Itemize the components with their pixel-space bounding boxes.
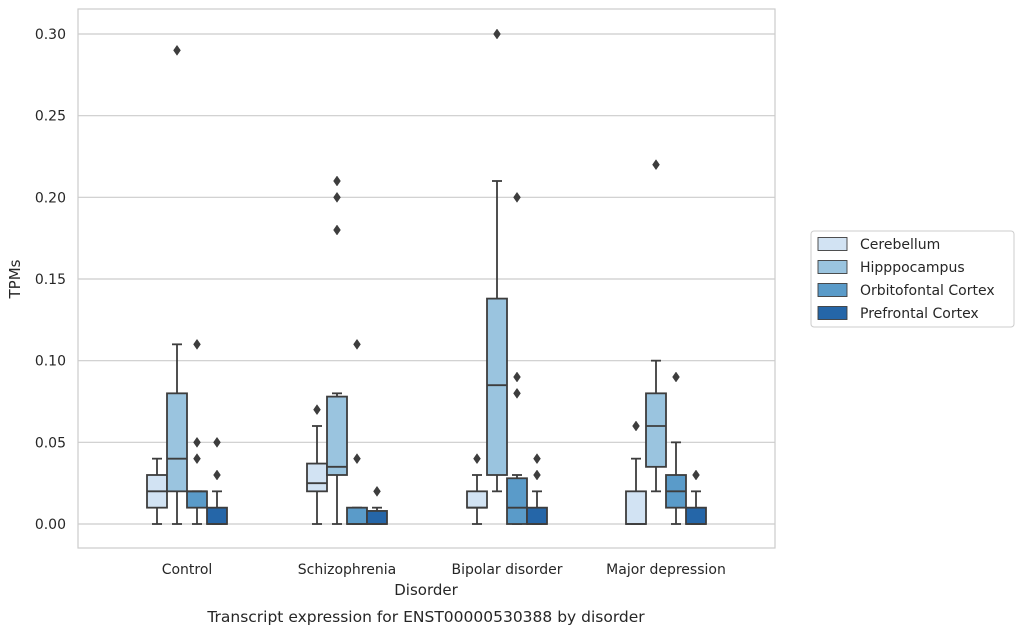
series-cerebellum [146,404,647,525]
box-schizophrenia [326,175,348,525]
box-series [146,28,707,525]
box-bipolar-disorder [526,453,548,525]
outlier-point [692,469,700,481]
box-iqr [346,506,368,525]
y-tick-label: 0.10 [35,354,66,370]
box-control [166,44,188,525]
legend-swatch [817,237,848,251]
outlier-point [353,453,361,465]
x-tick-label: Major depression [606,562,726,578]
box-iqr [366,510,388,525]
box-iqr [645,392,667,468]
outlier-point [513,191,521,203]
x-tick-label: Schizophrenia [298,562,396,578]
box-iqr [206,506,228,525]
outlier-point [672,371,680,383]
box-iqr [186,490,208,509]
box-iqr [506,477,528,525]
legend-label: Cerebellum [860,237,940,253]
outlier-point [493,28,501,40]
box-iqr [526,506,548,525]
legend-label: Orbitofontal Cortex [860,283,995,299]
series-orbitofontal-cortex [186,191,687,525]
y-tick-label: 0.00 [35,517,66,533]
box-iqr [486,297,508,476]
legend-label: Prefrontal Cortex [860,306,979,322]
box-major-depression [645,159,667,493]
y-axis-label: TPMs [6,259,24,299]
box-control [206,436,228,525]
outlier-point [533,453,541,465]
y-tick-label: 0.30 [35,27,66,43]
box-schizophrenia [306,404,328,525]
box-iqr [306,462,328,493]
box-control [186,338,208,525]
x-tick-label: Control [162,562,213,578]
legend-item: Orbitofontal Cortex [817,283,995,299]
outlier-point [473,453,481,465]
outlier-point [652,159,660,171]
legend-item: Prefrontal Cortex [817,306,979,322]
legend-label: Hipppocampus [860,260,965,276]
outlier-point [373,485,381,497]
y-tick-label: 0.20 [35,190,66,206]
y-tick-labels: 0.00 0.05 0.10 0.15 0.20 0.25 0.30 [35,27,66,533]
box-schizophrenia [366,485,388,525]
outlier-point [193,338,201,350]
series-hipppocampus [166,28,667,525]
box-major-depression [685,469,707,525]
outlier-point [213,436,221,448]
outlier-point [513,371,521,383]
box-iqr [166,392,188,493]
outlier-point [173,44,181,56]
box-major-depression [665,371,687,525]
legend-swatch [817,306,848,320]
box-iqr [326,395,348,476]
outlier-point [193,436,201,448]
box-iqr [466,490,488,509]
outlier-point [193,453,201,465]
box-bipolar-disorder [486,28,508,493]
x-axis-label: Disorder [394,581,458,599]
legend: Cerebellum Hipppocampus Orbitofontal Corte… [810,230,1015,328]
outlier-point [533,469,541,481]
outlier-point [333,191,341,203]
chart-caption: Transcript expression for ENST0000053038… [206,608,645,626]
x-tick-labels: Control Schizophrenia Bipolar disorder Majo… [162,562,726,578]
y-tick-label: 0.15 [35,272,66,288]
box-iqr [685,506,707,525]
outlier-point [353,338,361,350]
legend-item: Cerebellum [817,237,940,253]
legend-item: Hipppocampus [817,260,965,276]
box-schizophrenia [346,338,368,525]
box-major-depression [625,420,647,525]
outlier-point [513,387,521,399]
legend-swatch [817,283,848,297]
y-tick-label: 0.25 [35,109,66,125]
legend-frame [810,230,1015,328]
box-bipolar-disorder [506,191,528,525]
plot-area [77,8,776,549]
outlier-point [213,469,221,481]
x-tick-label: Bipolar disorder [451,562,562,578]
box-bipolar-disorder [466,453,488,525]
outlier-point [632,420,640,432]
y-tick-label: 0.05 [35,435,66,451]
outlier-point [333,175,341,187]
legend-swatch [817,260,848,274]
box-control [146,457,168,525]
series-prefrontal-cortex [206,436,707,525]
outlier-point [313,404,321,416]
outlier-point [333,224,341,236]
box-iqr [625,490,647,525]
legend-items: Cerebellum Hipppocampus Orbitofontal Corte… [817,237,995,322]
